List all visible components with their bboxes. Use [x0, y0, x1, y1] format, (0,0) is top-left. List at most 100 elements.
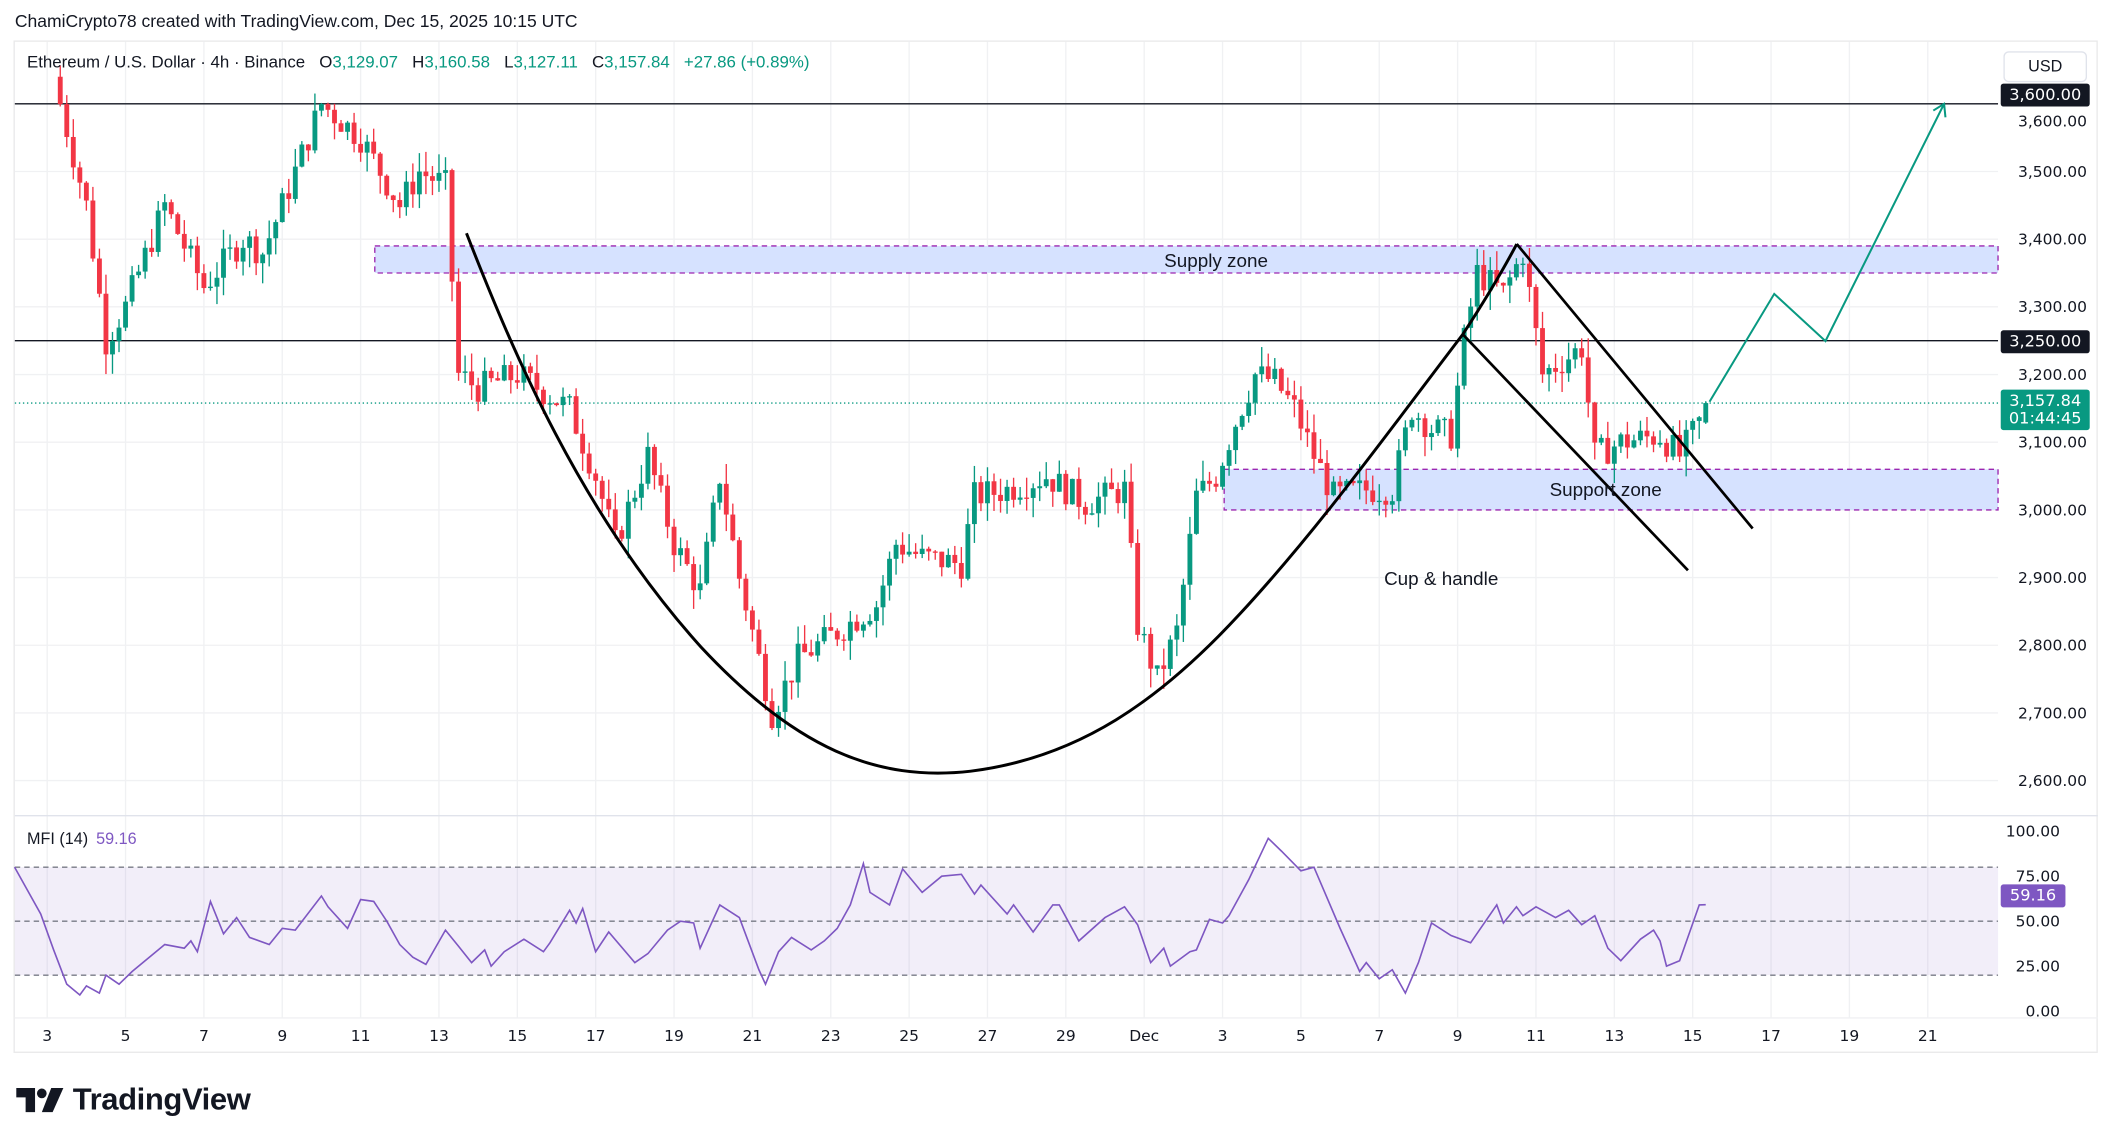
candle-body: [723, 483, 729, 515]
candle-body: [1357, 480, 1363, 484]
candle-body: [390, 195, 396, 201]
candle: [1305, 410, 1310, 447]
candle: [1533, 284, 1539, 346]
candle-body: [338, 123, 344, 132]
candle-body: [443, 170, 448, 173]
candle-body: [501, 365, 507, 381]
candle-body: [1272, 368, 1278, 380]
candle: [776, 705, 781, 737]
candle-body: [116, 327, 122, 341]
candle: [1644, 416, 1650, 448]
candle: [410, 163, 416, 208]
candle-body: [965, 524, 971, 579]
candle: [1122, 469, 1128, 519]
candle: [181, 220, 187, 262]
candle-body: [1553, 367, 1558, 372]
candle-body: [83, 182, 89, 201]
candle: [1220, 462, 1225, 490]
candle: [567, 394, 572, 406]
candle-body: [1383, 500, 1389, 505]
candle-body: [978, 482, 984, 504]
candle: [456, 268, 461, 381]
candle-body: [214, 277, 220, 287]
candle: [1161, 648, 1167, 689]
currency-button[interactable]: USD: [2003, 51, 2088, 83]
supply-zone[interactable]: [374, 245, 1999, 274]
tradingview-logo[interactable]: TradingView: [16, 1081, 251, 1117]
cup-curve[interactable]: [465, 232, 1519, 775]
candle: [1481, 250, 1487, 296]
candle: [1500, 282, 1506, 293]
candle: [1148, 627, 1154, 688]
candle-body: [841, 639, 847, 641]
candle-body: [129, 275, 135, 302]
candle-body: [1311, 432, 1317, 459]
candle-body: [1030, 488, 1036, 498]
time-axis-label: 21: [743, 1027, 763, 1045]
candle-body: [1096, 496, 1101, 514]
candle-body: [1703, 403, 1709, 423]
candle: [142, 240, 148, 279]
candle-body: [1135, 543, 1141, 635]
candle: [684, 540, 690, 566]
candle-body: [1638, 430, 1643, 441]
candle-body: [1246, 402, 1252, 416]
candle-body: [1409, 419, 1415, 428]
candle: [351, 112, 357, 153]
candle-body: [305, 144, 311, 151]
handle-upper-trendline[interactable]: [1515, 243, 1754, 530]
close-label: C: [591, 52, 605, 72]
candle-body: [1363, 480, 1369, 491]
candle: [1056, 460, 1062, 492]
price-axis-label: 3,600.00: [2018, 113, 2087, 131]
candle: [416, 153, 422, 209]
candle-body: [325, 103, 331, 110]
candle-body: [991, 481, 997, 495]
candle: [240, 239, 246, 276]
candle: [573, 388, 579, 435]
candle-body: [1324, 463, 1330, 496]
handle-lower-trendline[interactable]: [1461, 333, 1689, 572]
time-axis-label: 9: [1453, 1027, 1463, 1045]
cup-and-handle-label: Cup & handle: [1384, 568, 1498, 589]
candle: [214, 262, 220, 305]
candle-body: [1200, 480, 1206, 491]
candle: [749, 606, 755, 642]
candle: [880, 575, 886, 626]
candle-body: [619, 530, 625, 539]
candle: [1611, 440, 1617, 484]
candle-body: [1677, 434, 1683, 457]
candle-body: [1220, 465, 1225, 487]
candle-body: [1389, 501, 1395, 505]
candle-body: [795, 643, 801, 683]
candle: [854, 614, 860, 633]
candle-body: [1585, 357, 1591, 403]
candle: [338, 119, 344, 132]
candle-body: [475, 385, 481, 402]
candle: [560, 387, 566, 417]
candle-body: [1631, 440, 1637, 448]
candle: [1396, 439, 1402, 512]
candle-body: [580, 433, 586, 454]
candle: [103, 274, 109, 375]
candle-body: [854, 621, 860, 631]
symbol-name[interactable]: Ethereum / U.S. Dollar · 4h · Binance: [26, 52, 306, 72]
candle: [1194, 478, 1199, 535]
candle: [1011, 477, 1017, 508]
mfi-name[interactable]: MFI (14): [26, 829, 89, 849]
candle: [1605, 421, 1611, 465]
candle: [495, 371, 501, 381]
candle-body: [96, 258, 102, 294]
candle: [1076, 467, 1082, 520]
candle-body: [1180, 584, 1186, 626]
candle: [77, 161, 83, 199]
candle: [619, 525, 625, 542]
projection-path[interactable]: [1708, 103, 1946, 403]
candle-body: [149, 247, 155, 252]
candle: [1507, 270, 1513, 304]
candle-body: [240, 247, 246, 262]
time-axis-label: 15: [507, 1027, 527, 1045]
candle-body: [1527, 263, 1532, 287]
candle-body: [194, 245, 200, 274]
